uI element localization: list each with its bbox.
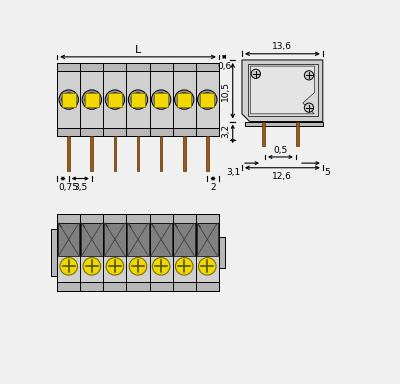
Bar [81,223,102,255]
Circle shape [174,90,194,109]
Bar [137,136,139,171]
Circle shape [177,93,191,107]
Bar [57,63,219,71]
Bar [62,93,76,106]
Text: 3,2: 3,2 [222,124,230,138]
Circle shape [152,90,171,109]
Circle shape [83,258,100,275]
Bar [219,237,225,268]
Circle shape [200,93,214,107]
Circle shape [60,258,78,275]
Circle shape [176,258,193,275]
Bar [90,136,93,171]
Circle shape [105,90,125,109]
Bar [150,223,172,255]
Polygon shape [242,60,323,122]
Text: 13,6: 13,6 [272,43,292,51]
Text: 0,75: 0,75 [58,183,78,192]
Bar [183,136,186,171]
Bar [57,282,219,291]
Bar [57,214,219,291]
Circle shape [82,90,102,109]
Bar [57,129,219,136]
Circle shape [198,90,217,109]
Circle shape [304,103,314,112]
Circle shape [131,93,145,107]
Circle shape [128,90,148,109]
Text: 3,5: 3,5 [73,183,87,192]
Circle shape [85,93,99,107]
Bar [206,136,209,171]
Bar [196,223,218,255]
Text: 10,5: 10,5 [222,81,230,101]
Text: 12,6: 12,6 [272,172,292,181]
Bar [262,122,265,146]
Bar [114,136,116,171]
Bar [174,223,195,255]
Bar [85,93,99,106]
Bar [160,136,162,171]
Bar [131,93,145,106]
Bar [200,93,214,106]
Bar [104,223,126,255]
Bar [58,223,80,255]
Bar [57,214,219,223]
Circle shape [198,258,216,275]
Circle shape [129,258,147,275]
Bar [108,93,122,106]
Circle shape [154,93,168,107]
Text: 2: 2 [210,183,216,192]
Circle shape [62,93,76,107]
Circle shape [152,258,170,275]
Text: 3,1: 3,1 [226,168,240,177]
Bar [154,93,168,106]
Text: 5: 5 [324,168,330,177]
Bar [177,93,191,106]
Text: L: L [135,45,141,55]
Circle shape [304,71,314,80]
Bar [57,63,219,136]
Circle shape [59,90,78,109]
Bar [127,223,149,255]
Circle shape [251,69,260,78]
Text: 0,6: 0,6 [217,62,231,71]
Circle shape [108,93,122,107]
Bar [296,122,299,146]
Bar [245,122,323,126]
Polygon shape [248,64,318,116]
Circle shape [106,258,124,275]
Bar [67,136,70,171]
Polygon shape [250,66,314,114]
Bar [51,229,57,276]
Text: 0,5: 0,5 [273,146,288,155]
